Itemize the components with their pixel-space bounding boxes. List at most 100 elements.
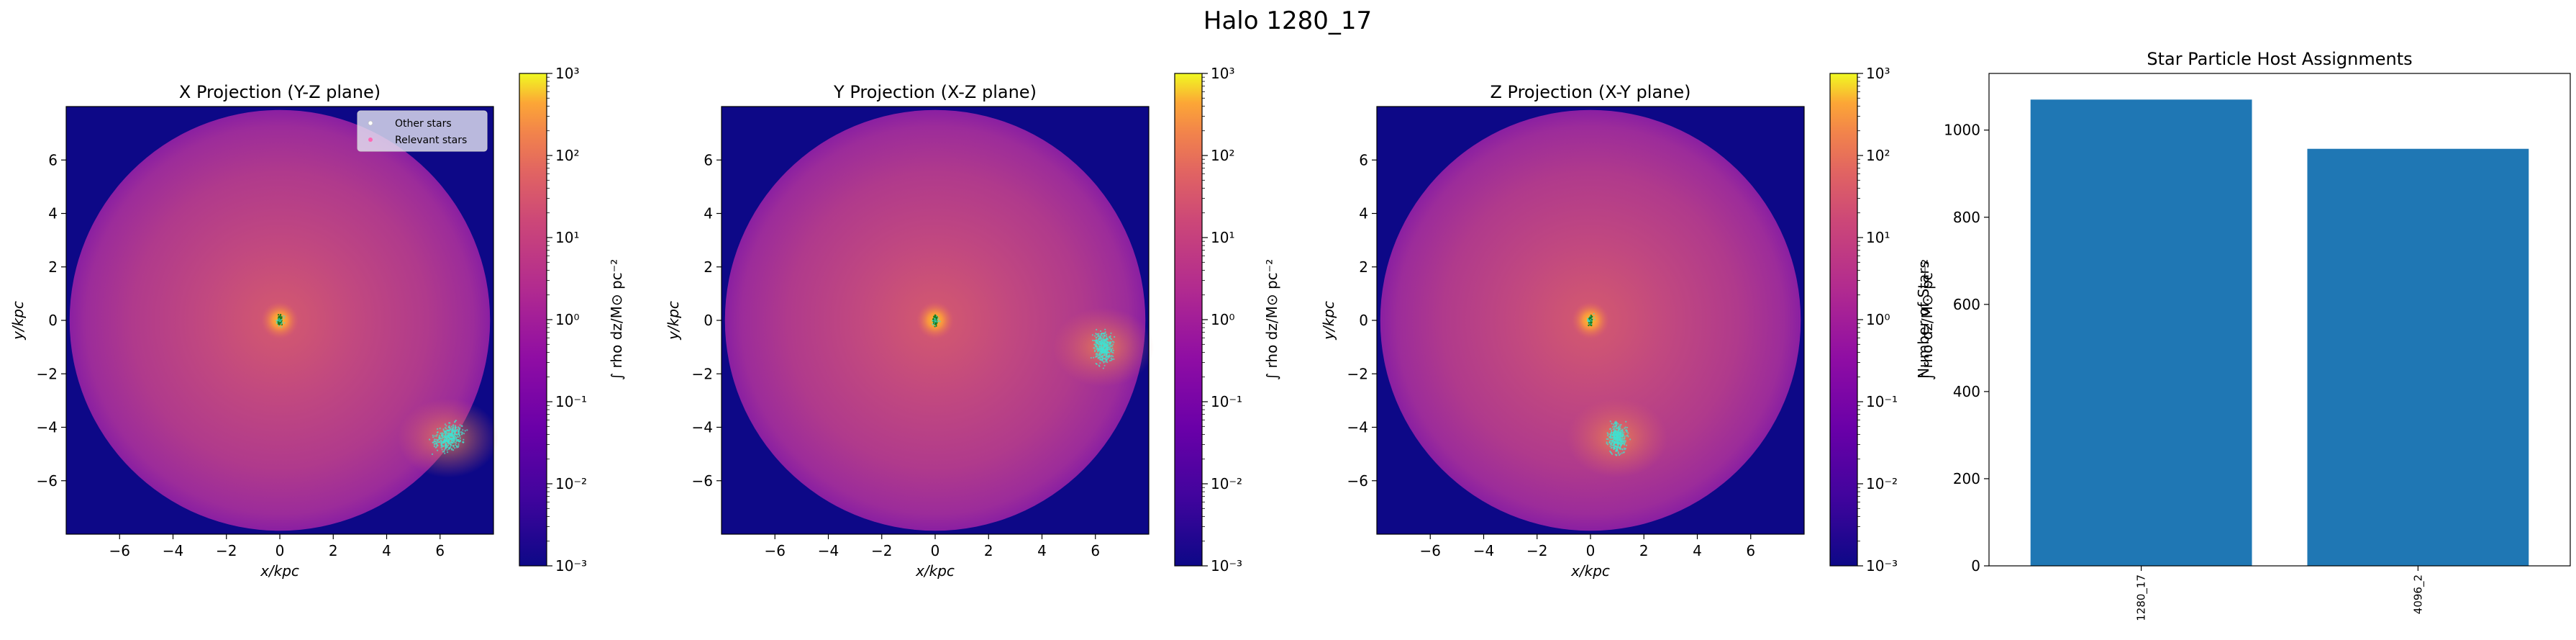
star-particle [441,446,443,448]
star-particle [1112,351,1114,354]
star-particle [1113,341,1115,343]
star-particle [1097,335,1099,337]
star-particle [1101,348,1103,351]
star-particle [466,429,468,431]
plot-frame [1988,73,2571,567]
star-particle [1619,431,1621,433]
star-particle [433,438,436,441]
star-particle [455,442,458,444]
star-particle [1606,441,1608,443]
star-particle [283,317,285,319]
legend: Other stars Relevant stars [357,110,488,152]
star-particle [1110,357,1112,359]
star-particle [459,440,461,442]
star-particle [281,326,283,328]
star-particle [1614,431,1616,433]
star-particle [455,428,457,430]
star-particle [458,429,460,432]
star-particle [442,436,444,438]
star-particle [437,439,440,441]
star-particle [429,438,431,441]
y-tick-label: −4 [1347,419,1368,436]
star-particle [1587,318,1589,320]
star-particle [934,325,937,327]
star-particle [439,427,441,430]
star-particle [1098,348,1100,351]
star-particle [1109,351,1112,353]
x-axis-label: x/kpc [1570,562,1610,580]
y-tick-label: −4 [692,419,713,436]
star-particle [1609,420,1611,423]
star-particle [1621,452,1623,454]
star-particle [431,453,434,455]
star-particle [443,449,445,451]
star-particle [1609,441,1611,443]
star-particle [444,436,447,438]
star-particle [1624,441,1626,443]
star-particle [445,428,447,430]
panel-title: Y Projection (X-Z plane) [833,82,1037,102]
y-tick-label: −2 [692,365,713,382]
star-particle [455,430,457,432]
star-particle [446,431,448,434]
star-particle [1616,445,1619,447]
star-particle [1593,312,1595,315]
star-particle [1623,451,1625,454]
star-particle [433,443,435,446]
star-particle [276,322,278,324]
star-particle [443,451,445,453]
colorbar-tick-label: 10⁻¹ [555,393,587,410]
colorbar-gradient [519,73,547,567]
star-particle [1093,347,1095,349]
star-particle [1614,440,1616,443]
star-particle [1102,343,1104,345]
star-particle [1621,448,1623,450]
star-particle [280,319,282,321]
legend-label-other-stars: Other stars [395,118,452,130]
star-particle [445,435,448,437]
star-particle [1097,351,1099,353]
star-particle [1110,338,1113,341]
x-tick-label: 6 [435,542,445,559]
star-particle [1617,451,1619,454]
star-particle [1104,351,1107,354]
star-particle [1094,335,1096,337]
colorbar-tick-label: 10⁻³ [555,557,587,574]
star-particle [278,320,281,323]
y-tick-label: 1000 [1944,122,1980,139]
colorbar-tick-label: 10¹ [1866,229,1890,246]
star-particle [1616,448,1619,450]
star-particle [281,323,283,325]
star-particle [1099,362,1101,364]
star-particle [448,442,450,445]
star-particle [445,433,447,436]
star-particle [1096,346,1098,348]
star-particle [1098,333,1100,335]
star-particle-center [277,314,280,316]
star-particle [1618,429,1620,431]
star-particle [452,449,455,451]
star-particle [277,319,279,321]
star-particle [1104,331,1106,333]
star-particle [444,441,446,443]
star-particle [459,424,461,426]
star-particle [451,429,453,431]
x-tick-label: 4 [382,542,391,559]
star-particle [1103,333,1105,335]
star-particle [1623,431,1625,433]
star-particle [1614,454,1617,456]
star-particle [450,448,453,450]
star-particle [453,421,456,423]
star-particle [454,431,456,433]
star-particle [454,447,456,449]
star-particle [1613,436,1615,438]
star-particle [1107,338,1109,341]
star-particle [1618,436,1620,438]
star-particle [1091,339,1094,341]
star-particle [1611,439,1614,441]
y-tick-label: 200 [1953,470,1980,487]
star-particle [1099,354,1101,357]
star-particle [1100,356,1103,358]
star-particle [1616,421,1618,424]
